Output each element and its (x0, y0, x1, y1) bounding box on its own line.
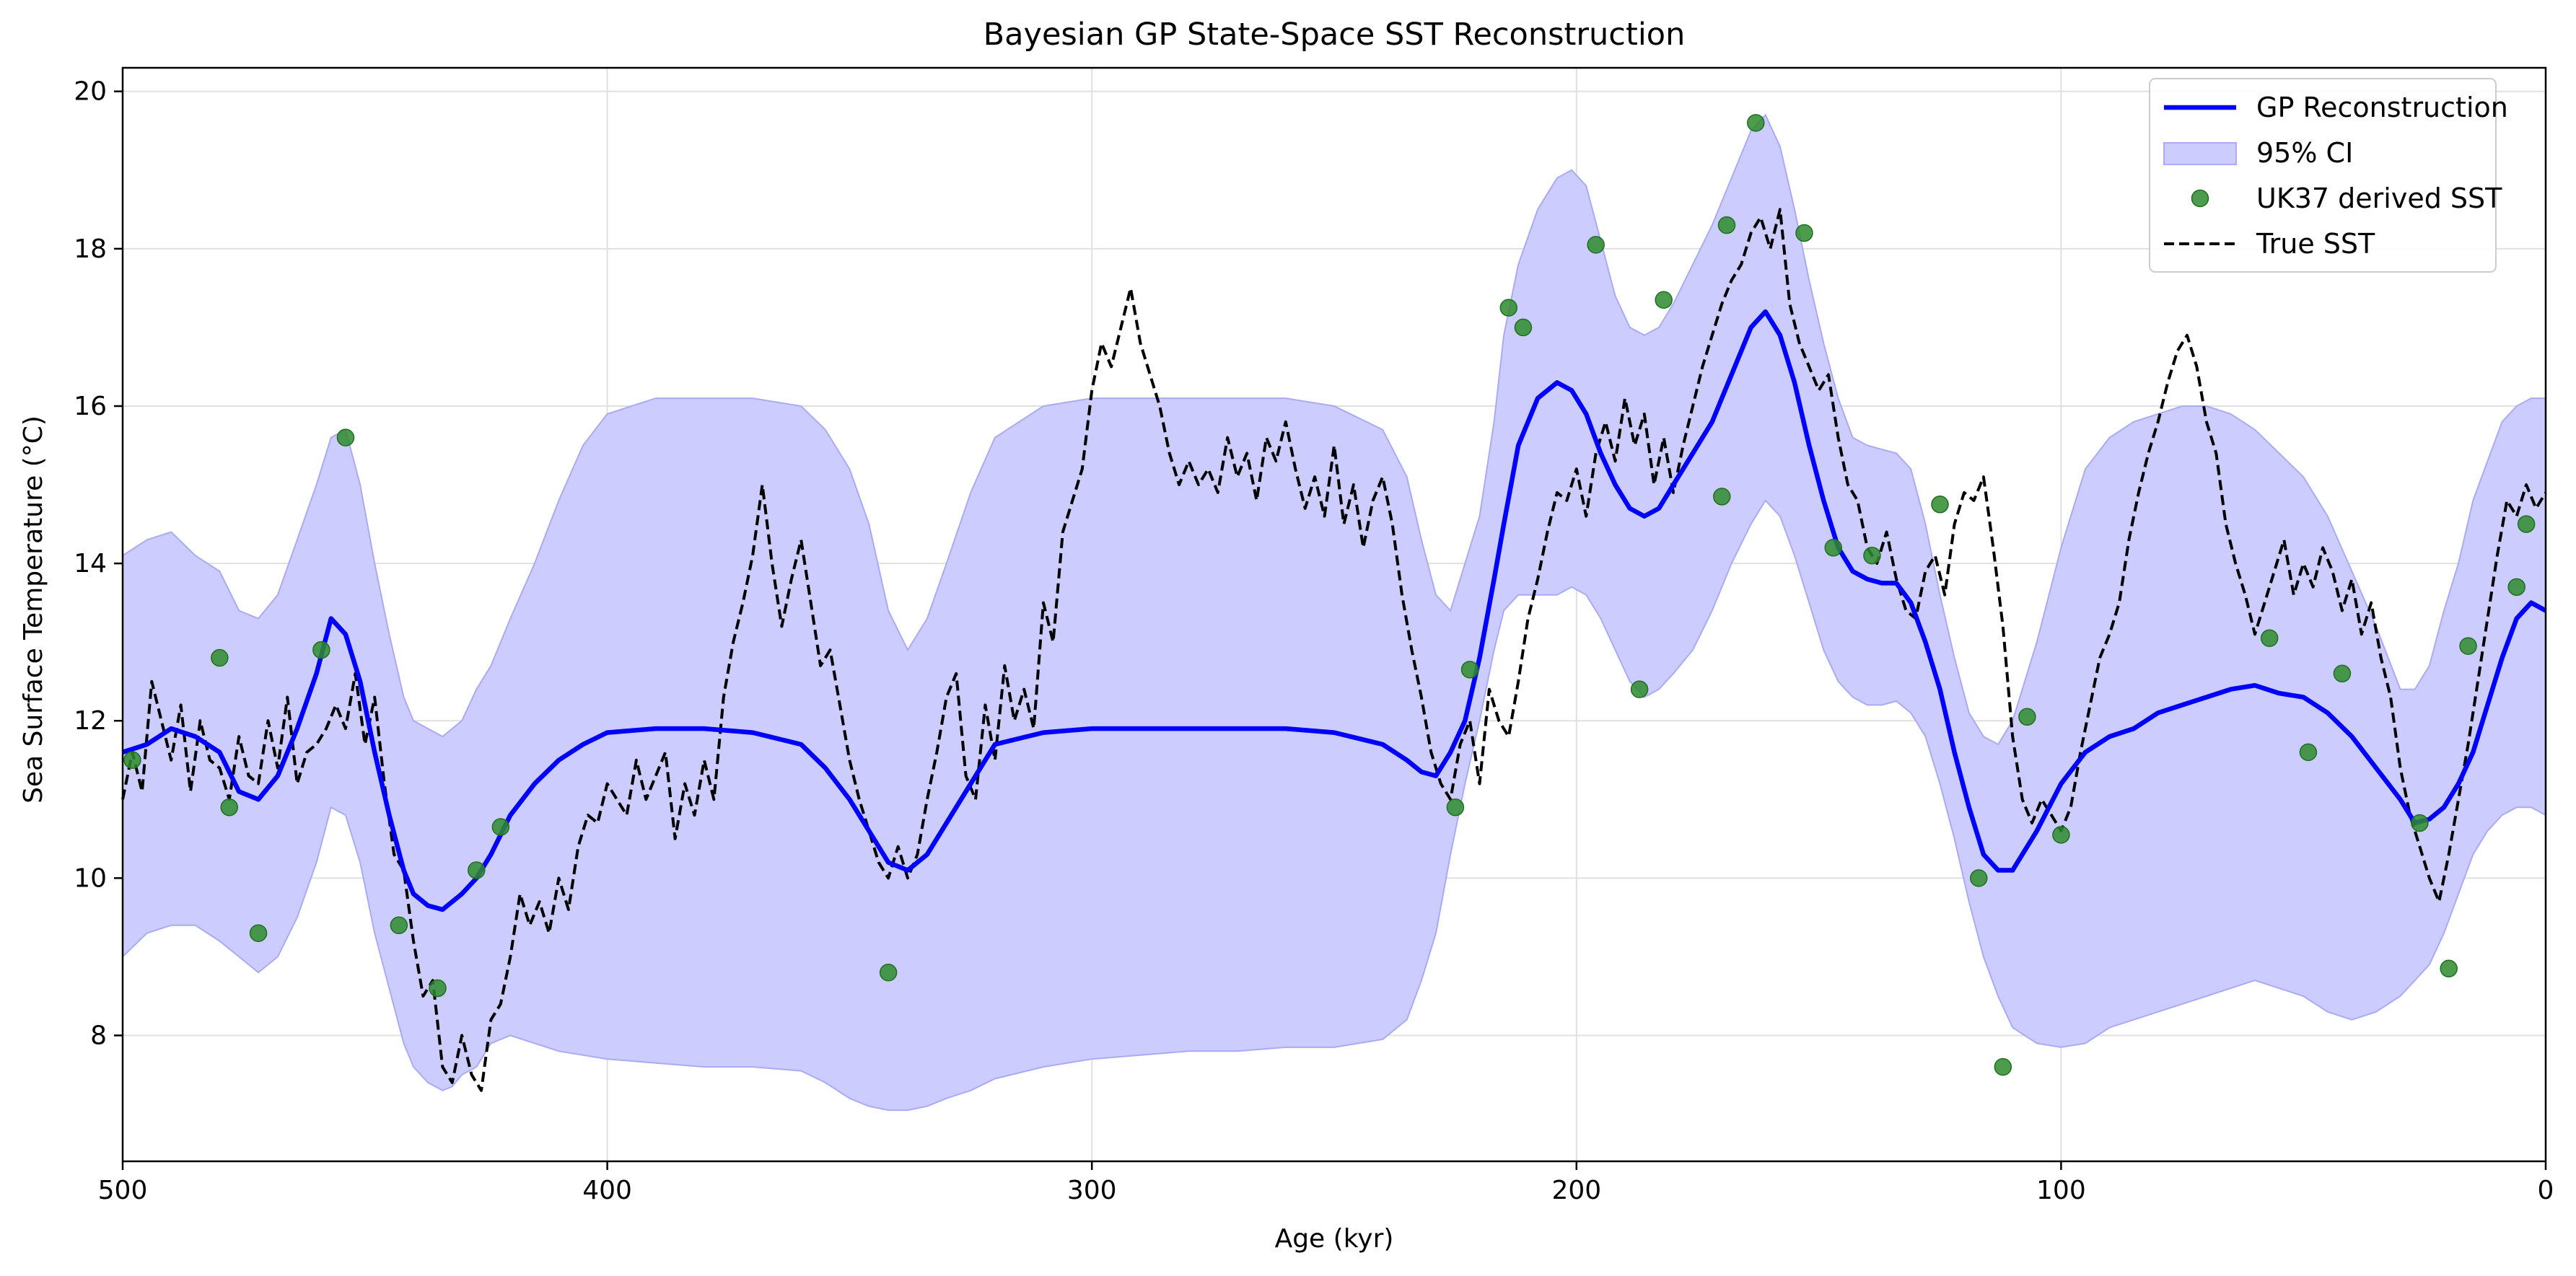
uk37-data-point (2018, 708, 2036, 726)
x-axis-ticks: 500 400 300 200 100 0 (98, 1161, 2554, 1205)
uk37-data-point (2507, 578, 2525, 597)
uk37-data-point (220, 798, 239, 817)
uk37-data-point (1446, 798, 1465, 817)
x-tick-label: 0 (2538, 1176, 2554, 1205)
legend-box (2149, 78, 2497, 273)
legend: GP Reconstruction 95% CI UK37 derived SST T… (2149, 78, 2508, 273)
legend-uk37-handle (2191, 189, 2209, 208)
x-tick-label: 400 (582, 1176, 632, 1205)
legend-label: GP Reconstruction (2256, 92, 2508, 123)
y-tick-label: 8 (90, 1021, 107, 1050)
uk37-data-point (2459, 637, 2477, 655)
uk37-data-point (1863, 546, 1881, 565)
uk37-data-point (312, 641, 330, 659)
uk37-data-point (2517, 515, 2536, 533)
uk37-data-point (491, 818, 510, 836)
y-tick-label: 10 (74, 863, 107, 893)
uk37-data-point (1499, 299, 1518, 317)
x-tick-label: 500 (98, 1176, 148, 1205)
x-tick-label: 300 (1067, 1176, 1117, 1205)
uk37-data-point (2299, 743, 2318, 762)
uk37-data-point (249, 924, 268, 942)
uk37-data-point (1713, 488, 1731, 506)
y-tick-label: 16 (74, 392, 107, 421)
uk37-data-point (211, 648, 229, 667)
uk37-data-point (390, 916, 408, 935)
uk37-data-point (1795, 224, 1813, 242)
uk37-data-point (2052, 826, 2070, 844)
uk37-data-point (2333, 664, 2352, 683)
chart-title: Bayesian GP State-Space SST Reconstructi… (983, 17, 1686, 53)
uk37-data-point (336, 428, 355, 446)
uk37-data-point (2260, 629, 2279, 647)
uk37-data-point (1630, 680, 1649, 698)
legend-label: UK37 derived SST (2256, 182, 2502, 214)
y-tick-label: 12 (74, 706, 107, 736)
uk37-data-point (879, 963, 898, 982)
legend-label: True SST (2256, 228, 2375, 260)
legend-ci-handle (2163, 142, 2237, 165)
uk37-data-point (1460, 661, 1479, 679)
legend-label: 95% CI (2256, 137, 2353, 169)
y-axis-ticks: 8 10 12 14 16 18 20 (74, 77, 123, 1050)
x-tick-label: 100 (2036, 1176, 2086, 1205)
uk37-data-point (2411, 814, 2429, 832)
gp-reconstruction-line (121, 309, 2547, 912)
uk37-data-point (1655, 291, 1673, 309)
uk37-data-point (429, 979, 447, 998)
y-tick-label: 14 (74, 549, 107, 578)
y-tick-label: 18 (74, 234, 107, 264)
uk37-data-point (1969, 869, 1988, 887)
true-sst-line (121, 208, 2547, 1092)
axes-frame (121, 66, 2547, 1163)
y-axis-label: Sea Surface Temperature (°C) (19, 415, 48, 804)
uk37-data-point (2440, 959, 2458, 978)
uk37-data-point (1514, 318, 1533, 337)
x-tick-label: 200 (1551, 1176, 1601, 1205)
uk37-data-point (1717, 216, 1736, 234)
y-tick-label: 20 (74, 77, 107, 107)
uk37-data-point (1747, 114, 1765, 132)
uk37-data-point (1994, 1057, 2012, 1076)
uk37-data-point (1931, 496, 1949, 514)
x-axis-label: Age (kyr) (1275, 1224, 1394, 1254)
uk37-data-point (123, 751, 141, 770)
uk37-data-point (468, 861, 486, 879)
uk37-data-point (1587, 236, 1605, 254)
uk37-data-point (1824, 539, 1842, 557)
plot-area (121, 113, 2547, 1112)
